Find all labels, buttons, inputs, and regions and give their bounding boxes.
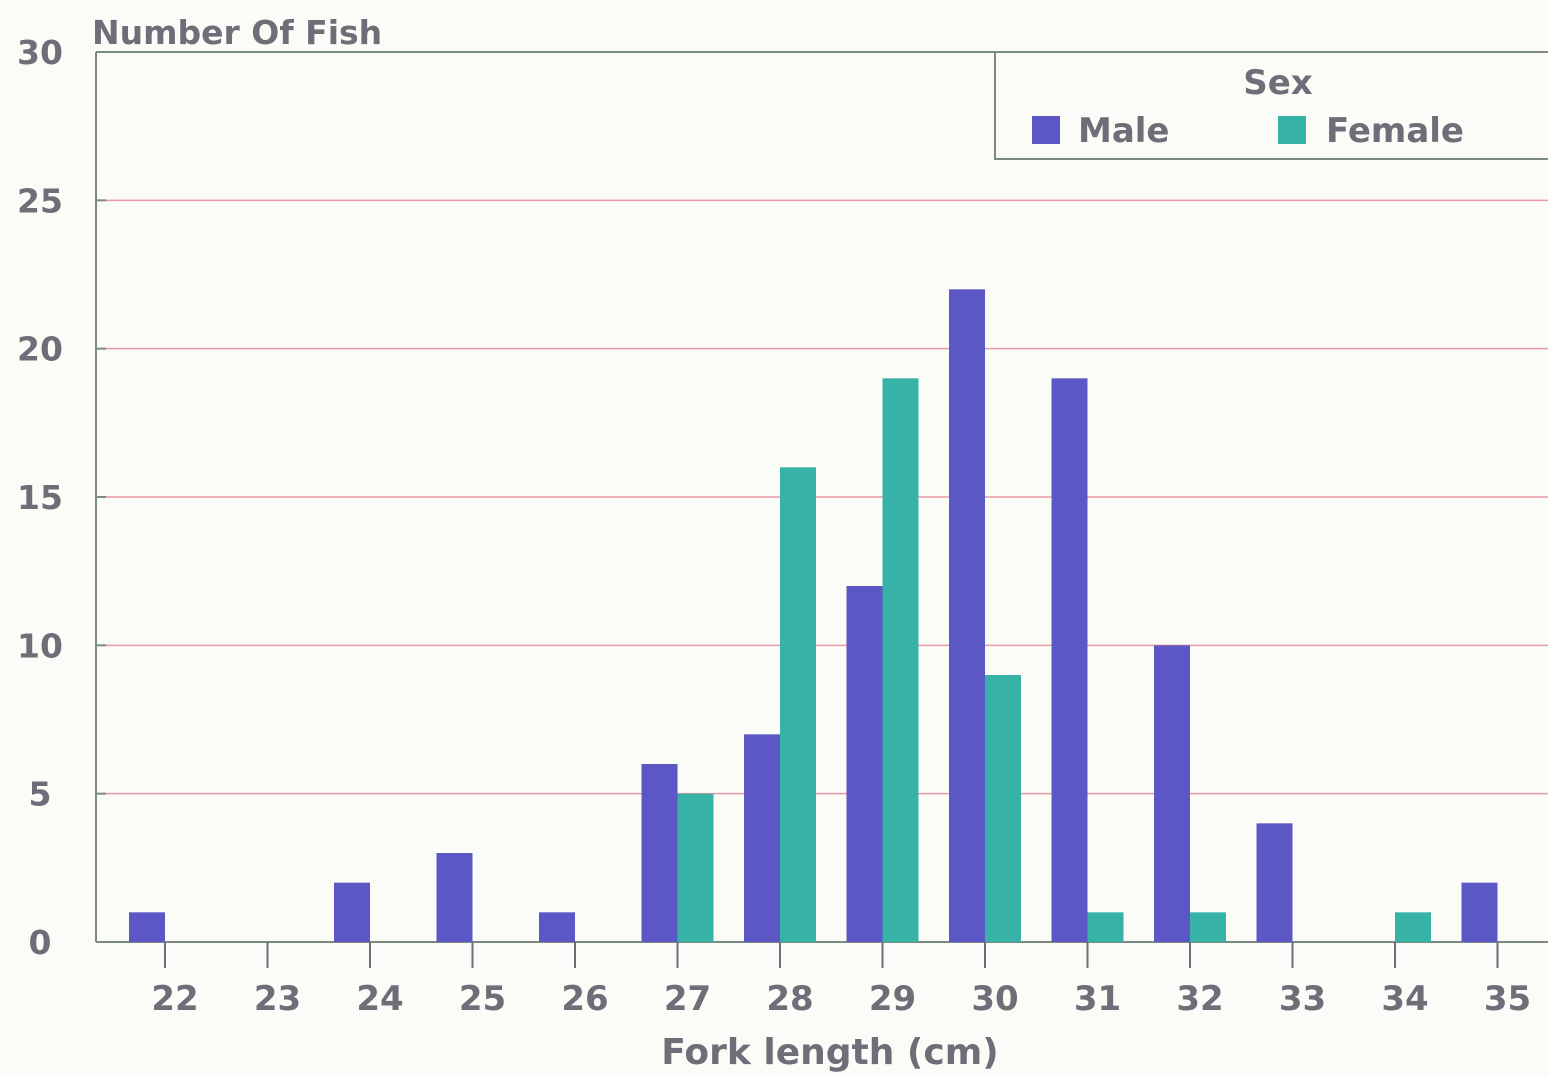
bar-male-33: [1256, 823, 1293, 942]
x-tick-label-31: 31: [1074, 979, 1121, 1019]
legend-label-male: Male: [1078, 111, 1170, 151]
y-tick-label-10: 10: [17, 626, 63, 665]
bar-male-27: [641, 764, 678, 942]
legend-swatch-female: [1278, 116, 1306, 144]
x-tick-label-23: 23: [254, 979, 301, 1019]
bar-male-30: [949, 289, 985, 942]
bar-female-27: [677, 793, 714, 942]
x-tick-label-34: 34: [1381, 979, 1428, 1019]
x-tick-label-26: 26: [561, 979, 608, 1019]
gridlines: [96, 51, 1548, 943]
x-axis-tick-labels: 22 23 24 25 26 27 28 29 30 31 32 33 34 35: [151, 979, 1531, 1019]
x-tick-label-24: 24: [356, 979, 403, 1019]
bar-female-34: [1395, 912, 1431, 942]
legend: Sex Male Female: [994, 51, 1548, 160]
x-tick-label-33: 33: [1279, 979, 1326, 1019]
bar-male-31: [1051, 378, 1088, 942]
y-tick-label-5: 5: [29, 775, 52, 814]
bar-male-25: [436, 853, 473, 942]
y-tick-label-20: 20: [17, 330, 63, 369]
legend-label-female: Female: [1326, 111, 1464, 151]
x-tick-label-32: 32: [1176, 979, 1223, 1019]
bar-male-35: [1461, 882, 1498, 942]
y-tick-label-25: 25: [17, 181, 63, 220]
bar-male-29: [846, 586, 883, 942]
bar-male-24: [334, 882, 370, 942]
y-axis-tick-labels: 0 5 10 15 20 25 30: [17, 33, 63, 962]
y-axis-title: Number Of Fish: [92, 13, 382, 52]
y-tick-label-30: 30: [17, 33, 63, 72]
bar-male-22: [129, 912, 165, 942]
bar-male-32: [1154, 645, 1190, 942]
x-axis-ticks: [164, 942, 1499, 968]
x-tick-label-27: 27: [664, 979, 711, 1019]
bar-female-29: [882, 378, 919, 942]
legend-title: Sex: [1243, 63, 1313, 103]
x-tick-label-28: 28: [766, 979, 813, 1019]
bar-male-26: [539, 912, 575, 942]
legend-box: [994, 51, 1548, 160]
bar-female-30: [985, 675, 1021, 942]
x-tick-label-29: 29: [869, 979, 916, 1019]
legend-swatch-male: [1032, 116, 1060, 144]
bar-male-28: [744, 734, 780, 942]
x-tick-label-30: 30: [971, 979, 1018, 1019]
y-tick-label-0: 0: [29, 923, 52, 962]
x-axis-title: Fork length (cm): [661, 1032, 998, 1073]
x-tick-label-25: 25: [459, 979, 506, 1019]
bars: [129, 289, 1498, 942]
bar-female-32: [1190, 912, 1226, 942]
x-tick-label-22: 22: [151, 979, 198, 1019]
bar-female-28: [780, 467, 816, 942]
bar-female-31: [1087, 912, 1124, 942]
y-tick-label-15: 15: [17, 478, 63, 517]
x-tick-label-35: 35: [1484, 979, 1531, 1019]
